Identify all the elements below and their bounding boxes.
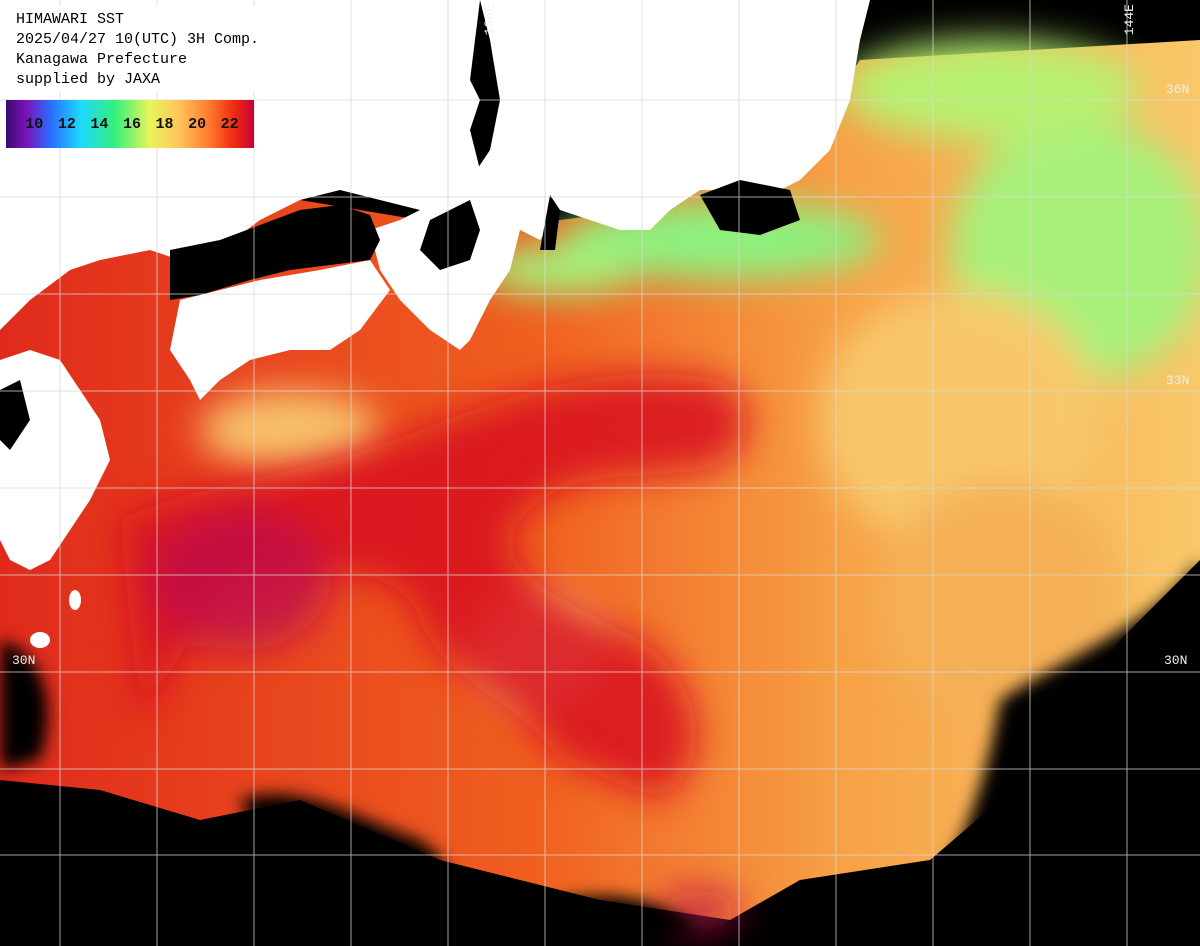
legend-tick: 12 <box>57 115 76 133</box>
map-info-box: HIMAWARI SST 2025/04/27 10(UTC) 3H Comp.… <box>6 6 350 92</box>
latitude-label-33n: 33N <box>1166 373 1190 388</box>
latitude-label-30n-left: 30N <box>12 653 36 668</box>
legend-tick: 18 <box>155 115 174 133</box>
legend-tick: 20 <box>188 115 207 133</box>
supplier-credit: supplied by JAXA <box>16 71 161 88</box>
legend-tick: 14 <box>90 115 109 133</box>
provider-prefecture: Kanagawa Prefecture <box>16 51 188 68</box>
legend-tick: 22 <box>220 115 239 133</box>
sea-surface <box>0 40 1200 930</box>
inland-sea <box>170 180 800 300</box>
legend-tick: 16 <box>122 115 141 133</box>
legend-tick: 10 <box>25 115 44 133</box>
temperature-color-legend: 10 12 14 16 18 20 22 <box>6 100 254 148</box>
latitude-label-30n-right: 30N <box>1164 653 1188 668</box>
latitude-label-36n: 36N <box>1166 82 1190 97</box>
composite-date: 2025/04/27 10(UTC) 3H Comp. <box>16 31 260 48</box>
longitude-label-136e: 136E <box>482 4 497 36</box>
longitude-label-144e: 144E <box>1122 4 1137 36</box>
product-title: HIMAWARI SST <box>16 11 125 28</box>
